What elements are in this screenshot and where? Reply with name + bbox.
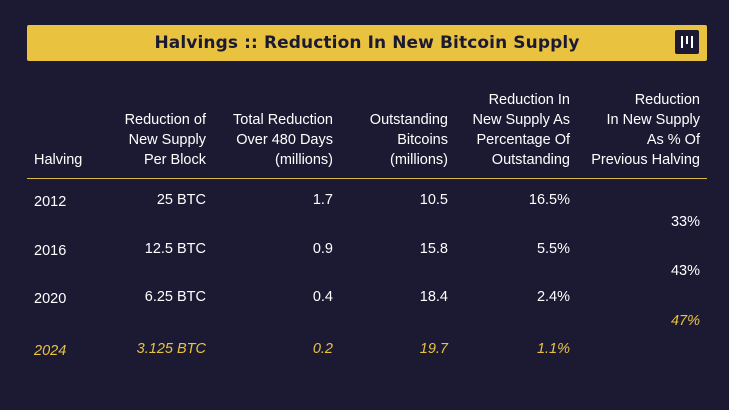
slide-title: Halvings :: Reduction In New Bitcoin Sup…: [154, 33, 580, 53]
row-2024-pct-outstanding: 1.1%: [536, 341, 570, 357]
row-2016-pct-outstanding: 5.5%: [536, 241, 570, 257]
row-2024-outstanding: 19.7: [419, 341, 448, 357]
row-2012-pct-outstanding: 16.5%: [528, 192, 570, 208]
row-2016-per-block: 12.5 BTC: [144, 241, 206, 257]
header-divider: [27, 178, 707, 179]
header-pct-outstanding: Reduction In New Supply As Percentage Of…: [472, 92, 570, 168]
title-bar: Halvings :: Reduction In New Bitcoin Sup…: [27, 25, 707, 61]
row-2024-per-block: 3.125 BTC: [136, 341, 206, 357]
row-2020-outstanding: 18.4: [419, 289, 448, 305]
pct-previous-2016: 33%: [670, 214, 700, 230]
row-2020-halving: 2020: [34, 291, 67, 307]
row-2012-per-block: 25 BTC: [156, 192, 206, 208]
row-2016-outstanding: 15.8: [419, 241, 448, 257]
pct-previous-2024: 47%: [670, 313, 700, 329]
header-halving: Halving: [34, 152, 83, 168]
header-pct-previous-halving: Reduction In New Supply As % Of Previous…: [591, 92, 700, 168]
row-2016-total-reduction: 0.9: [312, 241, 333, 257]
pantera-logo-icon: [675, 30, 699, 54]
row-2012-halving: 2012: [34, 194, 67, 210]
row-2020-per-block: 6.25 BTC: [144, 289, 206, 305]
row-2012-outstanding: 10.5: [419, 192, 448, 208]
row-2024-total-reduction: 0.2: [312, 341, 333, 357]
pct-previous-2020: 43%: [670, 263, 700, 279]
header-outstanding-bitcoins: Outstanding Bitcoins (millions): [369, 112, 448, 168]
header-total-reduction: Total Reduction Over 480 Days (millions): [233, 112, 333, 168]
row-2020-total-reduction: 0.4: [312, 289, 333, 305]
row-2012-total-reduction: 1.7: [312, 192, 333, 208]
row-2016-halving: 2016: [34, 243, 67, 259]
header-reduction-per-block: Reduction of New Supply Per Block: [124, 112, 206, 168]
row-2024-halving: 2024: [34, 343, 67, 359]
row-2020-pct-outstanding: 2.4%: [536, 289, 570, 305]
